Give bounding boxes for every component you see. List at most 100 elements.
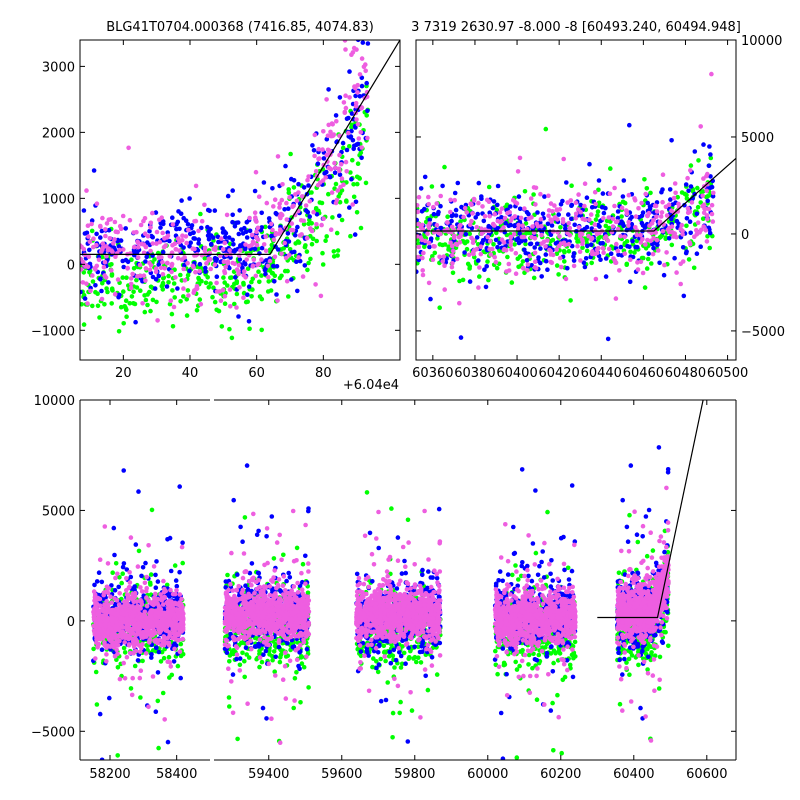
pink-point bbox=[538, 216, 544, 222]
pink-point bbox=[706, 206, 712, 212]
pink-point bbox=[356, 136, 362, 141]
pink-point bbox=[454, 256, 460, 262]
blue-point bbox=[603, 256, 609, 261]
green-point bbox=[566, 248, 572, 254]
pink-point bbox=[471, 198, 477, 203]
green-point bbox=[115, 753, 120, 758]
pink-point bbox=[140, 635, 145, 640]
pink-point bbox=[343, 159, 349, 165]
pink-point bbox=[680, 259, 686, 264]
pink-point bbox=[153, 266, 159, 271]
pink-point bbox=[622, 234, 627, 239]
pink-point bbox=[265, 263, 271, 269]
blue-point bbox=[92, 582, 97, 588]
blue-point bbox=[87, 247, 92, 253]
pink-point bbox=[487, 238, 493, 244]
x-tick-label: 60440 bbox=[581, 366, 622, 381]
pink-point bbox=[120, 611, 126, 617]
pink-point bbox=[172, 646, 177, 652]
pink-point bbox=[490, 221, 496, 227]
pink-point bbox=[179, 607, 185, 612]
pink-point bbox=[331, 132, 337, 137]
blue-point bbox=[112, 552, 117, 558]
pink-point bbox=[167, 633, 172, 638]
pink-point bbox=[161, 642, 167, 648]
green-point bbox=[355, 181, 360, 187]
pink-point bbox=[199, 218, 205, 224]
pink-point bbox=[92, 594, 98, 600]
pink-point bbox=[128, 276, 134, 281]
blue-point bbox=[231, 242, 236, 247]
blue-point bbox=[315, 161, 321, 166]
blue-point bbox=[223, 585, 228, 590]
pink-point bbox=[626, 223, 631, 228]
pink-point bbox=[554, 207, 560, 213]
pink-point bbox=[535, 223, 541, 229]
pink-point bbox=[450, 248, 456, 254]
pink-point bbox=[698, 124, 703, 129]
pink-point bbox=[255, 225, 261, 231]
pink-point bbox=[135, 244, 141, 250]
pink-point bbox=[127, 650, 133, 656]
blue-point bbox=[99, 288, 104, 294]
green-point bbox=[344, 198, 349, 203]
pink-point bbox=[416, 209, 421, 215]
pink-point bbox=[160, 272, 166, 277]
pink-point bbox=[84, 281, 89, 287]
pink-point bbox=[106, 636, 112, 641]
pink-point bbox=[453, 241, 459, 247]
pink-point bbox=[336, 166, 342, 172]
green-point bbox=[250, 287, 255, 292]
pink-point bbox=[332, 160, 337, 166]
green-point bbox=[118, 304, 124, 310]
blue-point bbox=[91, 168, 97, 173]
green-point bbox=[131, 289, 136, 295]
pink-point bbox=[128, 617, 133, 622]
pink-point bbox=[143, 266, 149, 271]
pink-point bbox=[654, 214, 659, 219]
blue-point bbox=[106, 227, 112, 233]
green-point bbox=[574, 236, 579, 241]
blue-point bbox=[245, 292, 250, 298]
pink-point bbox=[420, 255, 425, 261]
pink-point bbox=[179, 596, 184, 602]
blue-point bbox=[449, 218, 454, 224]
green-point bbox=[580, 245, 585, 250]
blue-point bbox=[252, 188, 258, 194]
pink-point bbox=[525, 268, 530, 273]
green-point bbox=[94, 702, 100, 707]
green-point bbox=[442, 164, 447, 170]
green-point bbox=[140, 658, 145, 664]
green-point bbox=[242, 674, 247, 680]
pink-point bbox=[166, 615, 171, 620]
pink-point bbox=[486, 199, 492, 204]
green-point bbox=[684, 223, 689, 229]
pink-point bbox=[521, 266, 526, 271]
pink-point bbox=[282, 240, 288, 246]
pink-point bbox=[449, 224, 455, 230]
blue-point bbox=[519, 238, 524, 244]
blue-point bbox=[473, 215, 479, 220]
axes-frame bbox=[415, 39, 737, 361]
blue-point bbox=[582, 264, 588, 270]
pink-point bbox=[487, 213, 493, 219]
blue-point bbox=[99, 757, 105, 760]
pink-point bbox=[450, 261, 455, 266]
blue-point bbox=[185, 222, 191, 227]
pink-point bbox=[222, 268, 227, 274]
green-point bbox=[301, 222, 307, 227]
pink-point bbox=[457, 240, 463, 245]
green-point bbox=[267, 648, 272, 653]
blue-point bbox=[310, 143, 315, 148]
blue-point bbox=[534, 241, 540, 247]
pink-point bbox=[153, 639, 159, 644]
green-point bbox=[595, 213, 600, 218]
green-point bbox=[477, 274, 482, 279]
pink-point bbox=[126, 145, 131, 151]
green-point bbox=[199, 278, 204, 284]
blue-point bbox=[287, 575, 293, 580]
blue-point bbox=[701, 142, 706, 147]
pink-point bbox=[97, 618, 103, 624]
pink-point bbox=[131, 244, 137, 250]
pink-point bbox=[256, 194, 262, 199]
